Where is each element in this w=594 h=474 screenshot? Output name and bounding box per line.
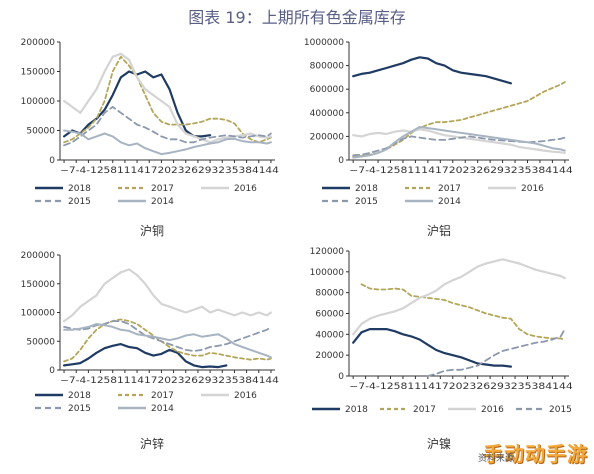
y-tick-label: 800000	[310, 62, 345, 72]
legend-label-2018: 2018	[68, 391, 91, 401]
panel-label-copper: 沪铜	[140, 224, 165, 238]
chart-panel-aluminum: 0 200000 400000 600000 800000 1000000 −7-4-125…	[297, 30, 594, 245]
chart-zinc: 0 50000 100000 150000 200000 −7-4-12581114172…	[21, 251, 279, 414]
legend-label-2016: 2016	[234, 391, 257, 401]
legend-label-2017: 2017	[151, 391, 174, 401]
y-tick-label: 120000	[310, 247, 345, 257]
source-note: 资料来源	[478, 454, 515, 464]
legend-label-2016: 2016	[234, 184, 257, 194]
legend-label-2015: 2015	[68, 197, 91, 207]
legend-label-2018: 2018	[345, 405, 368, 415]
series-line-2014	[63, 129, 272, 156]
watermark-logo: 手动动手游	[483, 442, 588, 466]
series-line-2015	[352, 135, 566, 157]
y-tick-label: 200000	[21, 251, 56, 261]
panel-label-aluminum: 沪铝	[427, 224, 452, 238]
series-line-2017	[63, 318, 272, 363]
chart-nickel: 0 20000 40000 60000 80000 100000 120000 −7-4-12…	[310, 247, 573, 415]
y-tick-label: 0	[49, 366, 55, 376]
panel-label-nickel: 沪镍	[427, 437, 452, 451]
y-tick-label: 1000000	[304, 38, 344, 48]
chart-copper: 0 50000 100000 150000 200000 −7-4-12581114172…	[21, 38, 279, 207]
legend-label-2015: 2015	[68, 404, 91, 414]
x-tick-labels: −7-4-1258111417202326293235384144	[60, 166, 279, 176]
legend-label-2015: 2015	[355, 197, 378, 207]
series-line-2017	[360, 283, 566, 341]
legend-label-2018: 2018	[355, 184, 378, 194]
legend-label-2017: 2017	[413, 405, 436, 415]
series-line-2017	[352, 81, 566, 158]
y-tick-label: 50000	[26, 127, 55, 137]
y-tick-label: 60000	[315, 310, 344, 320]
series-line-2016	[352, 258, 566, 336]
page-title: 图表 19：上期所有色金属库存	[188, 8, 406, 27]
legend-label-2017: 2017	[438, 184, 461, 194]
legend-label-2014: 2014	[438, 197, 461, 207]
series-line-2018	[352, 327, 512, 368]
x-tick-labels: −7-4-1258111417202326293235384144	[349, 166, 573, 176]
series-line-2015	[426, 328, 566, 377]
y-tick-label: 0	[338, 372, 344, 382]
y-tick-label: 100000	[21, 309, 56, 319]
chart-panel-copper: 0 50000 100000 150000 200000 −7-4-12581114172…	[0, 30, 297, 245]
legend-label-2018: 2018	[68, 184, 91, 194]
series-line-2015	[63, 106, 272, 147]
y-tick-label: 150000	[21, 68, 56, 78]
legend-label-2017: 2017	[151, 184, 174, 194]
y-tick-label: 100000	[21, 97, 56, 107]
y-tick-label: 80000	[315, 289, 344, 299]
y-tick-label: 150000	[21, 280, 56, 290]
chart-panel-nickel: 0 20000 40000 60000 80000 100000 120000 −7-4-12…	[297, 245, 594, 465]
chart-panel-zinc: 0 50000 100000 150000 200000 −7-4-12581114172…	[0, 245, 297, 465]
legend-label-2016: 2016	[521, 184, 544, 194]
y-tick-label: 200000	[21, 38, 56, 48]
y-tick-label: 40000	[315, 330, 344, 340]
x-tick-labels: −7-4-1258111417202326293235384144	[60, 376, 279, 386]
y-tick-label: 400000	[310, 109, 345, 119]
series-line-2016	[62, 268, 272, 323]
y-tick-label: 20000	[315, 351, 344, 361]
panel-label-zinc: 沪锌	[140, 437, 165, 451]
y-tick-label: 200000	[310, 132, 345, 142]
series-line-2018	[62, 70, 212, 138]
legend-label-2014: 2014	[151, 197, 174, 207]
series-line-2014	[63, 323, 272, 359]
legend-label-2016: 2016	[481, 405, 504, 415]
y-tick-label: 600000	[310, 85, 345, 95]
series-line-2018	[62, 342, 228, 369]
chart-aluminum: 0 200000 400000 600000 800000 1000000 −7-4-125…	[304, 38, 573, 207]
x-tick-labels: −7-4-1258111417202326293235384144	[349, 382, 573, 392]
y-tick-label: 100000	[310, 268, 345, 278]
legend-label-2015: 2015	[549, 405, 572, 415]
series-line-2014	[352, 126, 566, 159]
series-line-2018	[352, 56, 512, 85]
y-tick-label: 0	[49, 156, 55, 166]
y-tick-label: 50000	[26, 337, 55, 347]
series-line-2016	[62, 52, 272, 144]
legend-label-2014: 2014	[151, 404, 174, 414]
series-line-2017	[63, 55, 272, 144]
y-tick-label: 0	[338, 156, 344, 166]
